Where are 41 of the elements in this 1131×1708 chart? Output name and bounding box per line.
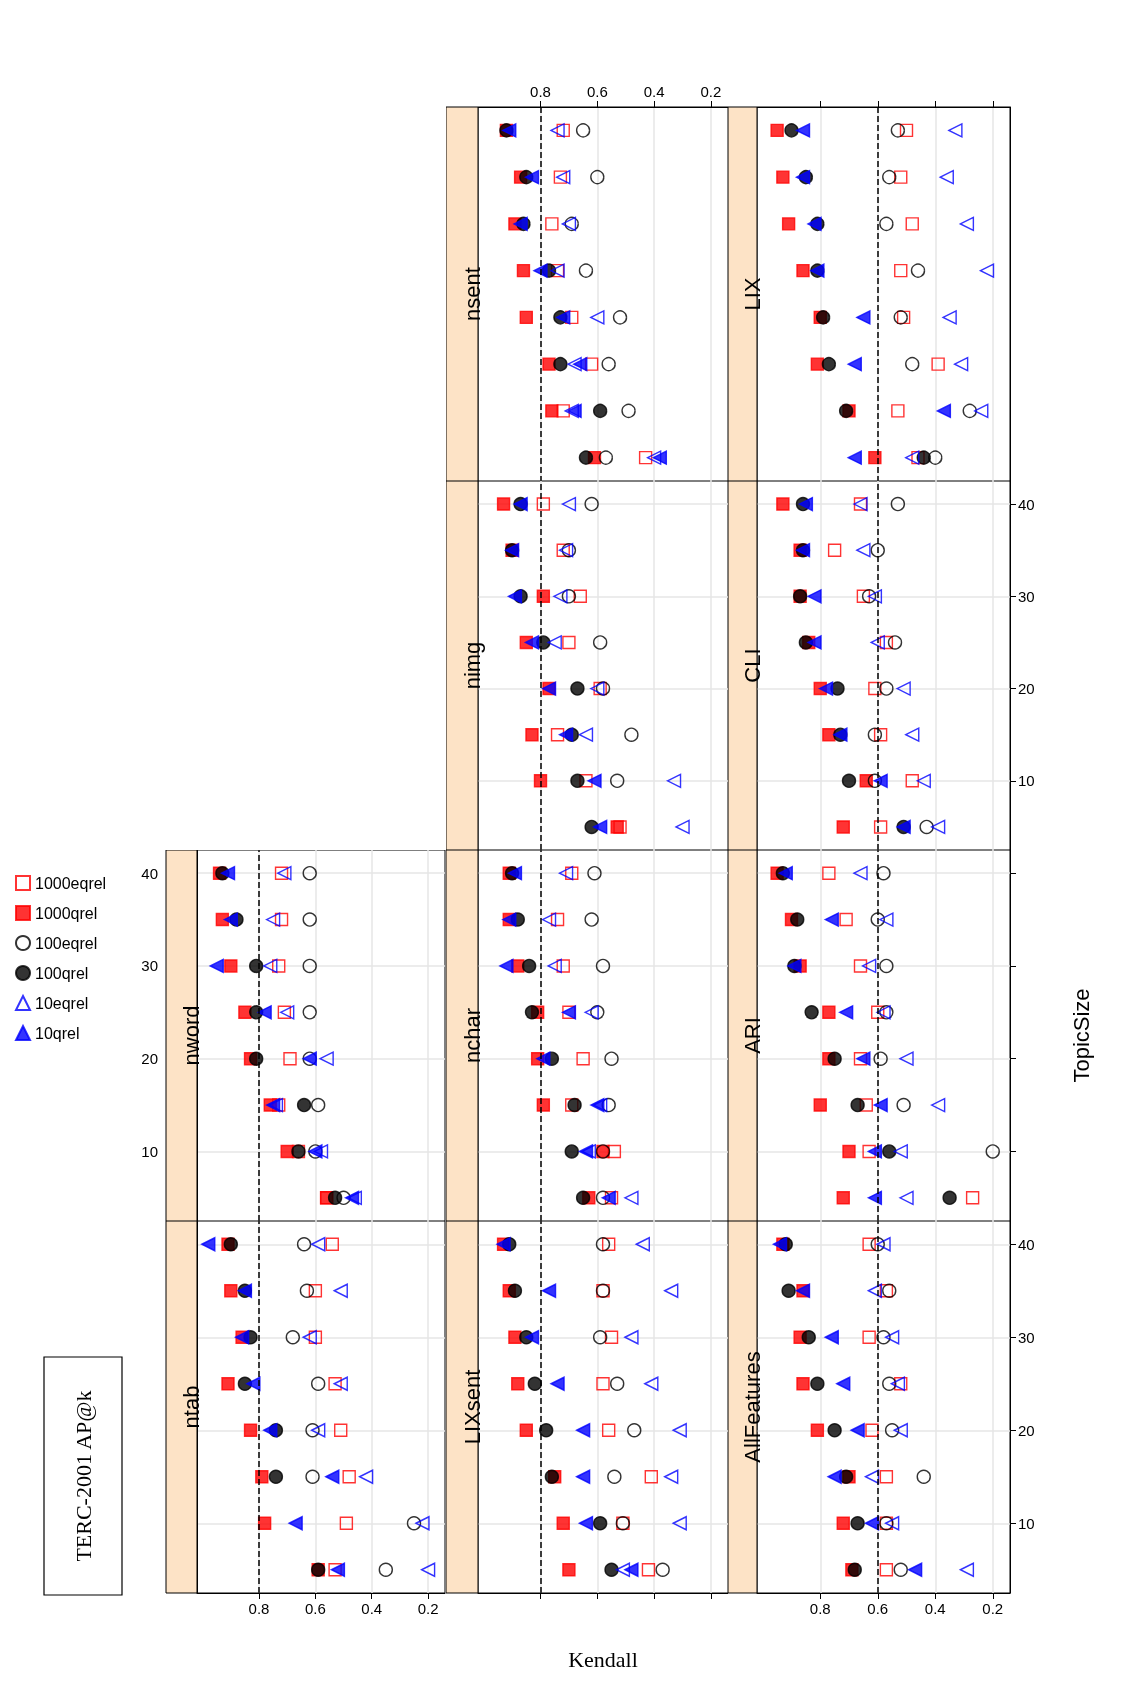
y-tick-label: 30	[1018, 587, 1035, 605]
x-tick-label: 0.2	[982, 1600, 1004, 1617]
text: AllFeatures	[740, 1351, 765, 1463]
x-tick-label: 0.8	[809, 1600, 831, 1617]
x-tick-label: 0.6	[867, 1600, 889, 1617]
y-tick-label: 10	[1018, 772, 1035, 790]
y-tick-label: 40	[141, 864, 158, 882]
x-axis-title: Kendall	[568, 1646, 638, 1672]
x-tick-label: 0.4	[924, 1600, 946, 1617]
y-tick-label: 30	[1018, 1328, 1035, 1346]
y-tick-label: 20	[1018, 680, 1035, 698]
text: ARI	[740, 1017, 765, 1054]
y-tick-label: 20	[141, 1050, 158, 1068]
y-tick-label: 30	[141, 957, 158, 975]
y-tick-label: 40	[1018, 495, 1035, 513]
text: nimg	[459, 641, 485, 690]
y-tick-label: 10	[141, 1142, 158, 1160]
text: nchar	[459, 1007, 485, 1064]
y-axis-title: TopicSize	[1068, 988, 1094, 1083]
legend-label: 100qrel	[35, 964, 89, 982]
x-tick-label: 0.2	[700, 83, 722, 100]
y-tick-label: 20	[1018, 1421, 1035, 1439]
text: LIXsent	[459, 1369, 485, 1445]
text: nsent	[459, 267, 485, 321]
y-tick-label: 40	[1018, 1235, 1035, 1253]
x-tick-label: 0.8	[248, 1600, 270, 1617]
legend-label: 100eqrel	[35, 934, 98, 952]
text: CLI	[740, 648, 765, 683]
legend-label: 10qrel	[35, 1024, 80, 1042]
legend-label: 1000qrel	[35, 904, 98, 922]
x-tick-label: 0.2	[417, 1600, 439, 1617]
x-tick-label: 0.4	[643, 83, 665, 100]
text: LIX	[740, 277, 765, 311]
x-tick-label: 0.6	[586, 83, 608, 100]
y-tick-label: 10	[1018, 1514, 1035, 1532]
x-tick-label: 0.6	[304, 1600, 326, 1617]
x-tick-label: 0.4	[361, 1600, 383, 1617]
x-tick-label: 0.8	[530, 83, 551, 100]
legend-label: 1000eqrel	[35, 874, 107, 892]
legend-label: 10eqrel	[35, 994, 89, 1012]
text: TERC-2001 AP@k	[70, 1390, 96, 1562]
